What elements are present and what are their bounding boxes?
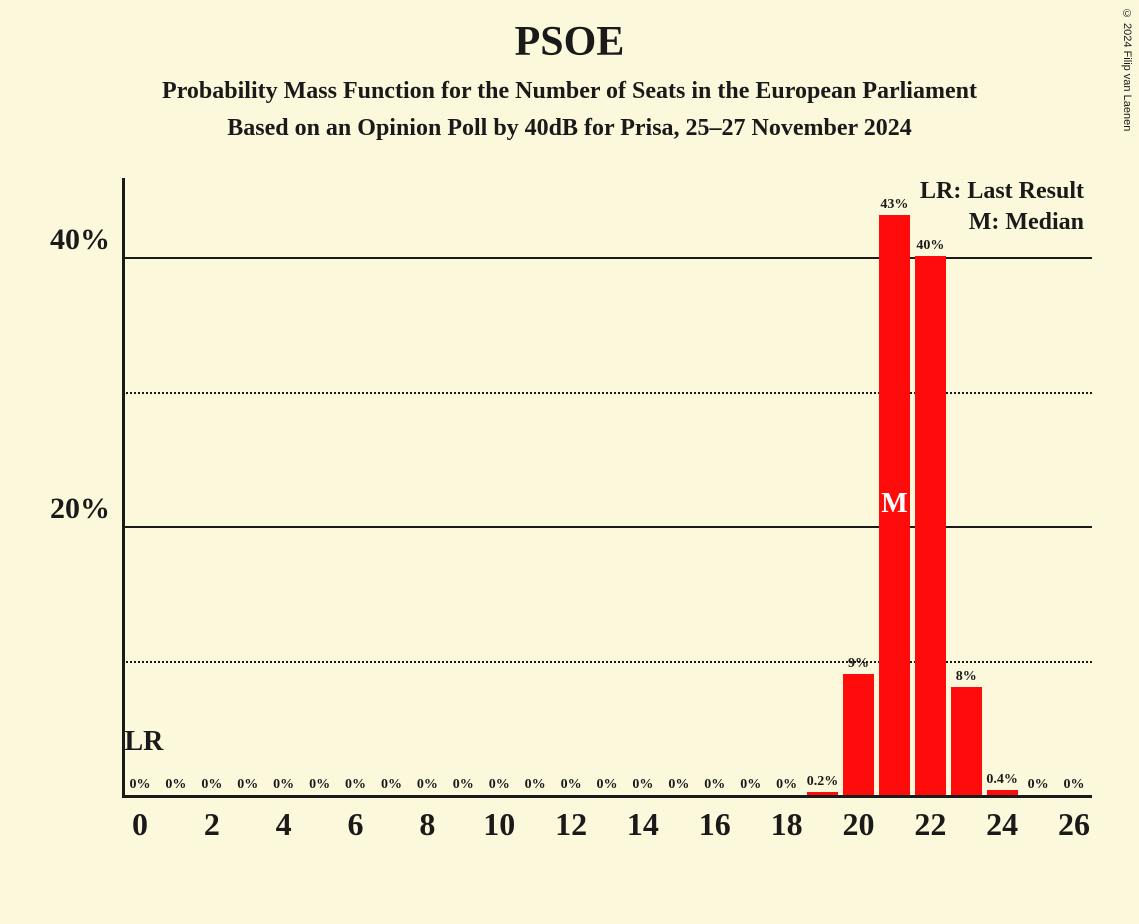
x-tick-label: 24	[986, 806, 1018, 843]
x-tick-label: 8	[419, 806, 435, 843]
bar-value-label: 0%	[668, 777, 689, 793]
x-tick-label: 6	[348, 806, 364, 843]
bar-value-label: 0%	[309, 777, 330, 793]
bar-value-label: 0%	[237, 777, 258, 793]
x-tick-label: 4	[276, 806, 292, 843]
bar-value-label: 0%	[740, 777, 761, 793]
x-tick-label: 22	[914, 806, 946, 843]
bar-value-label: 0%	[704, 777, 725, 793]
bar	[807, 792, 838, 795]
median-marker: M	[881, 488, 907, 520]
grid-minor	[122, 661, 1092, 663]
bar-value-label: 0%	[129, 777, 150, 793]
bar-value-label: 43%	[880, 197, 908, 213]
x-tick-label: 2	[204, 806, 220, 843]
legend-lr: LR: Last Result	[920, 178, 1084, 205]
bar-value-label: 0%	[273, 777, 294, 793]
x-tick-label: 16	[699, 806, 731, 843]
chart-subtitle-1: Probability Mass Function for the Number…	[0, 78, 1139, 105]
bar-value-label: 9%	[848, 656, 869, 672]
bar-value-label: 0%	[776, 777, 797, 793]
bar-value-label: 0%	[525, 777, 546, 793]
legend-m: M: Median	[920, 209, 1084, 236]
bar-value-label: 0%	[597, 777, 618, 793]
last-result-marker: LR	[125, 726, 164, 758]
chart-subtitle-2: Based on an Opinion Poll by 40dB for Pri…	[0, 115, 1139, 142]
bar-value-label: 0.2%	[807, 774, 839, 790]
bar-value-label: 0%	[345, 777, 366, 793]
bar	[843, 674, 874, 795]
bar-value-label: 0.4%	[986, 772, 1018, 788]
bar	[951, 687, 982, 795]
x-tick-label: 14	[627, 806, 659, 843]
bar-value-label: 0%	[381, 777, 402, 793]
x-tick-label: 0	[132, 806, 148, 843]
chart-legend: LR: Last Result M: Median	[920, 178, 1084, 240]
bar-value-label: 0%	[417, 777, 438, 793]
chart-title: PSOE	[0, 18, 1139, 66]
bar-value-label: 0%	[1028, 777, 1049, 793]
grid-major	[122, 257, 1092, 259]
grid-minor	[122, 392, 1092, 394]
bar-value-label: 0%	[453, 777, 474, 793]
x-tick-label: 10	[483, 806, 515, 843]
x-tick-label: 20	[842, 806, 874, 843]
x-axis-line	[122, 795, 1092, 798]
x-tick-label: 12	[555, 806, 587, 843]
x-tick-label: 26	[1058, 806, 1090, 843]
bar-value-label: 0%	[201, 777, 222, 793]
bar-value-label: 0%	[165, 777, 186, 793]
bar-value-label: 0%	[1064, 777, 1085, 793]
y-axis-line	[122, 178, 125, 798]
bar-value-label: 40%	[916, 238, 944, 254]
y-tick-label: 40%	[50, 223, 110, 257]
grid-major	[122, 526, 1092, 528]
chart-plot-area: LR: Last Result M: Median 20%40%02468101…	[122, 178, 1092, 798]
chart-titles: PSOE Probability Mass Function for the N…	[0, 0, 1139, 142]
x-tick-label: 18	[771, 806, 803, 843]
y-tick-label: 20%	[50, 492, 110, 526]
bar-value-label: 0%	[632, 777, 653, 793]
bar	[987, 790, 1018, 795]
bar-value-label: 0%	[561, 777, 582, 793]
bar-value-label: 8%	[956, 669, 977, 685]
copyright-text: © 2024 Filip van Laenen	[1121, 8, 1133, 131]
bar	[915, 256, 946, 795]
bar-value-label: 0%	[489, 777, 510, 793]
